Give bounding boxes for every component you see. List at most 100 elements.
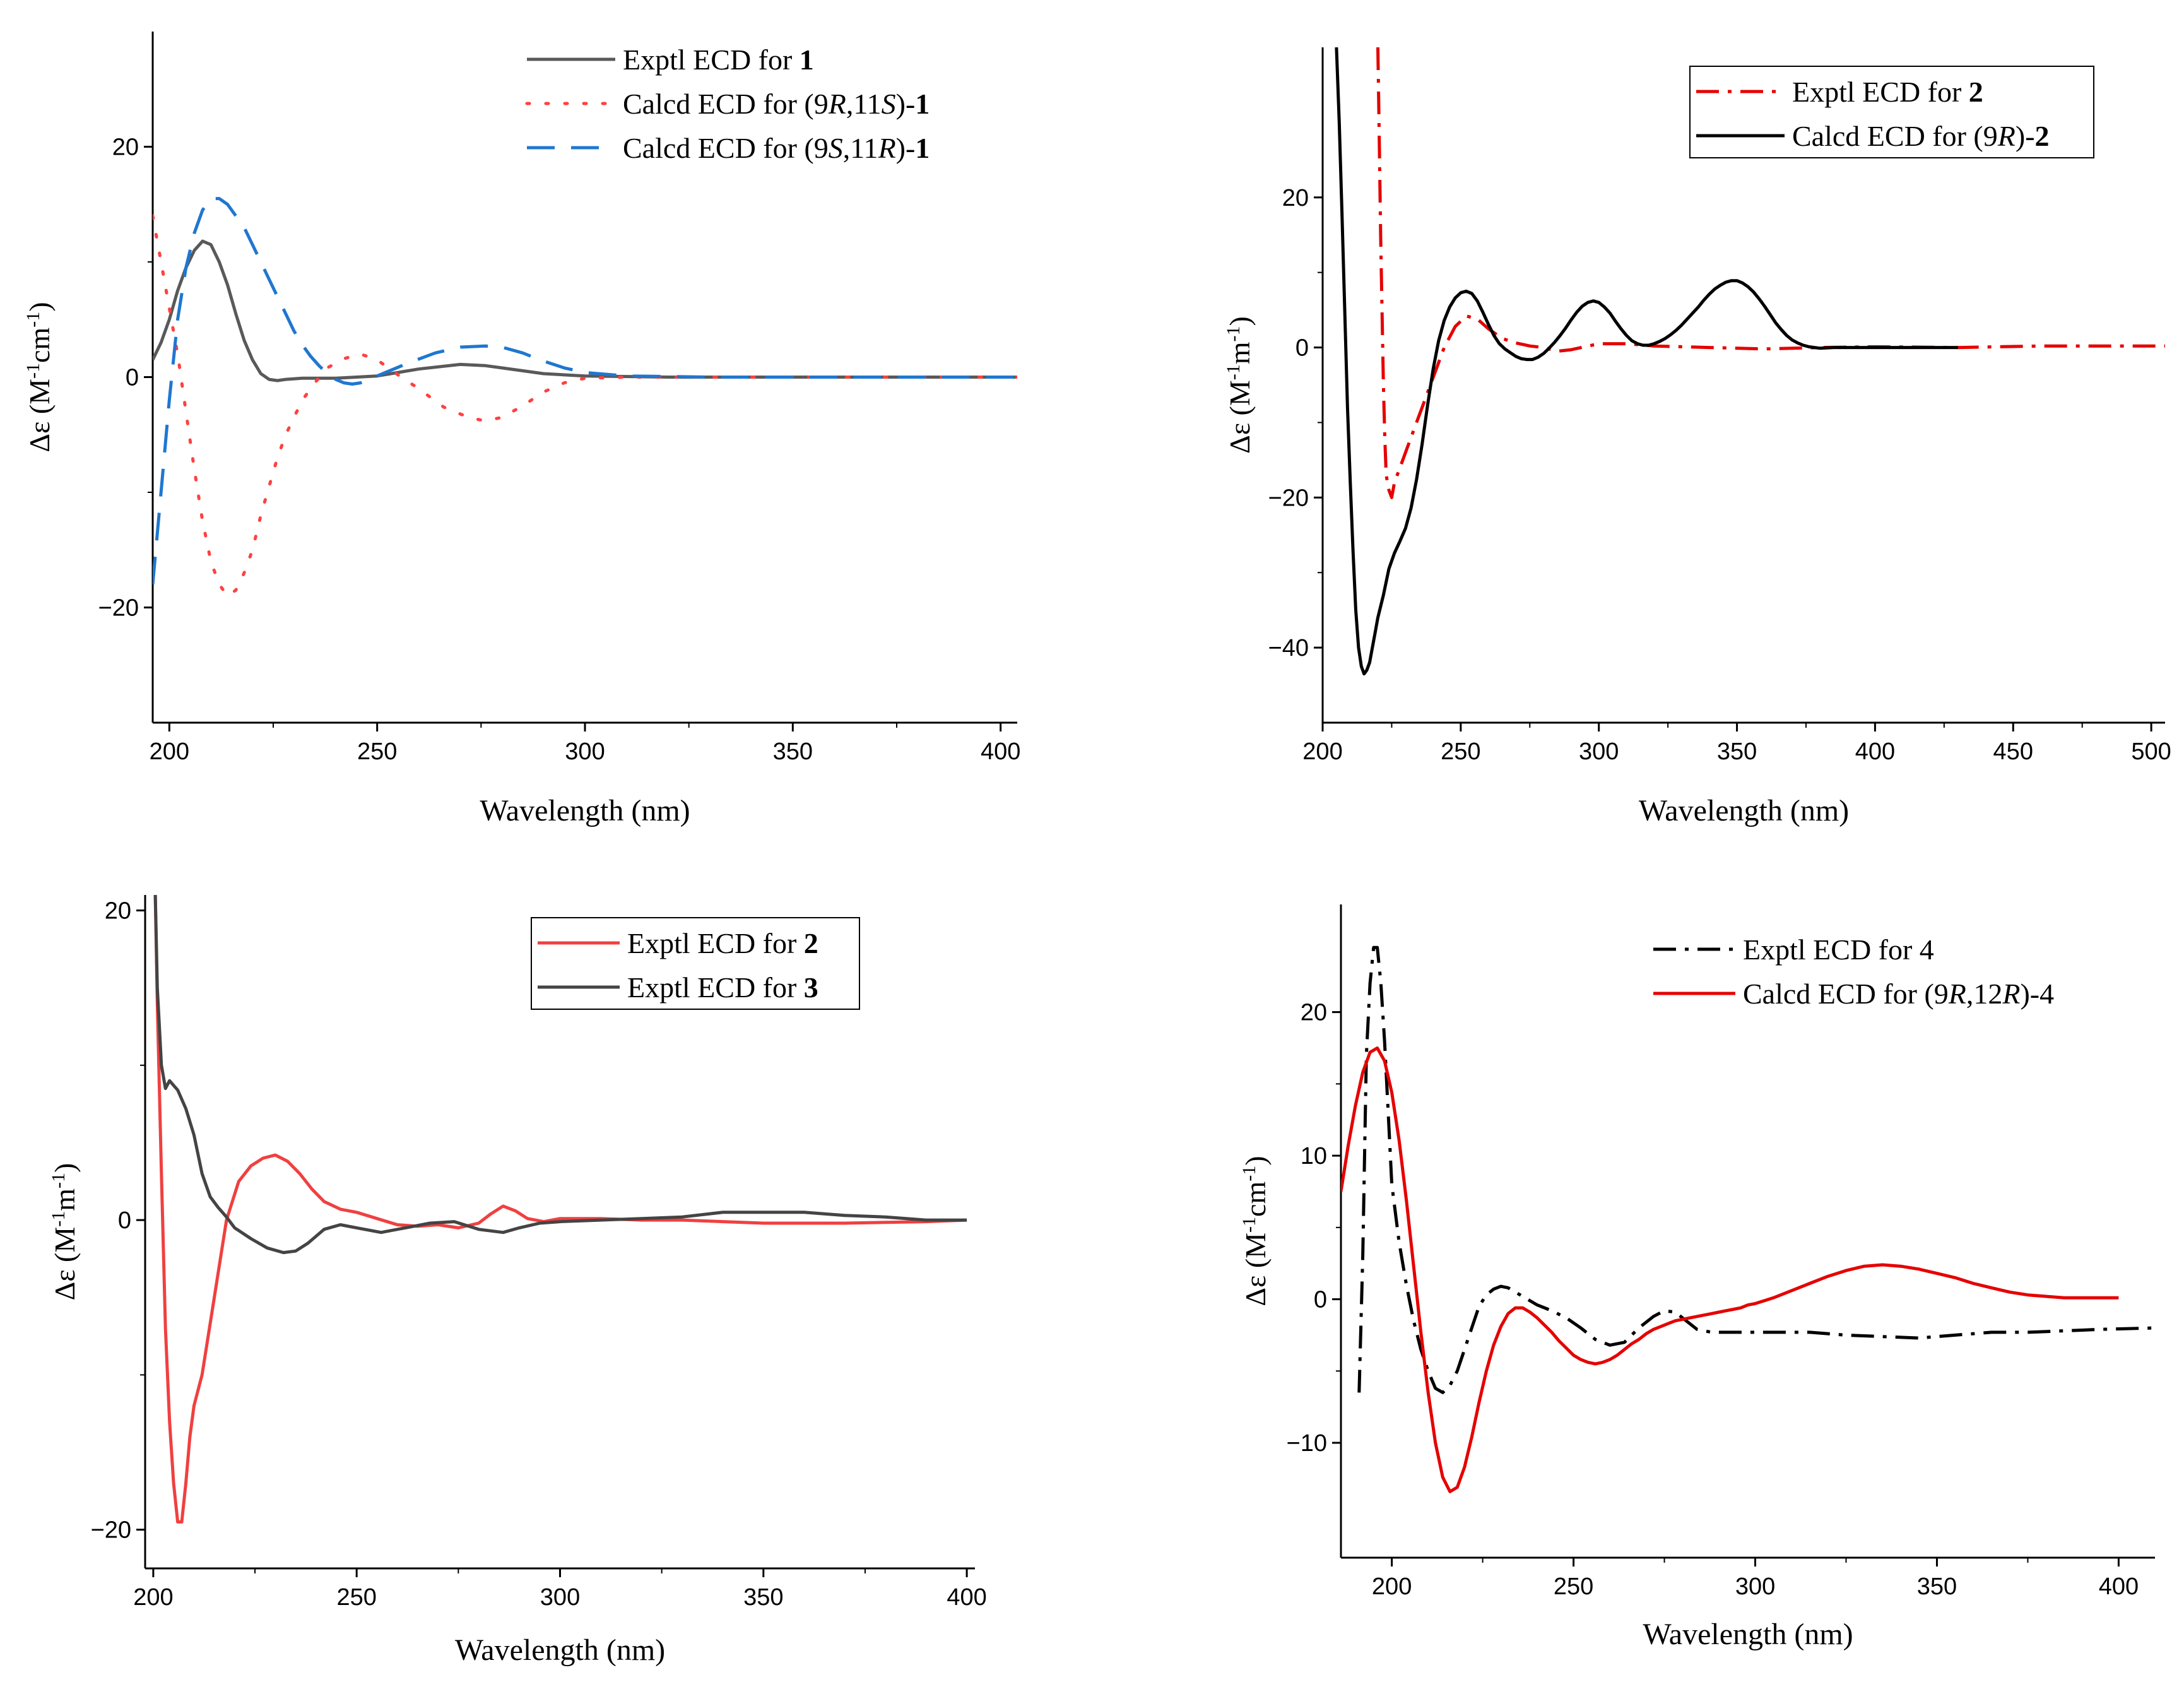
x-tick-label: 250 [1554,1573,1593,1600]
chart-panel-4: 200 250 300 350 400 −10 0 10 20 Wavelength (nm) Δε… [1239,904,2155,1651]
label-part: -1 [48,1211,69,1227]
y-tick-label: 10 [1301,1143,1327,1170]
legend-label: Calcd ECD for (9R,11S)-1 [623,88,930,120]
x-tick-label: 350 [743,1584,783,1611]
label-part: ,12 [1966,978,2003,1010]
label-part: 1 [800,44,814,76]
label-part: R [2002,978,2020,1010]
y-tick-label: 20 [1301,1000,1327,1026]
label-part: -1 [48,1173,69,1188]
x-tick-label: 300 [540,1584,580,1611]
x-tick-label: 350 [1917,1573,1957,1600]
y-axis-label: Δε (M-1cm-1) [23,302,56,452]
x-tick-label: 200 [1302,738,1342,765]
y-tick-label: −20 [98,595,139,622]
y-tick-label: −20 [91,1517,131,1544]
legend: Exptl ECD for 2 Exptl ECD for 3 [531,917,860,1010]
label-part: -1 [1239,1217,1260,1233]
series-line-2 [1341,1046,2119,1493]
x-tick-label: 400 [1855,738,1895,765]
y-tick-label: −40 [1268,635,1309,661]
label-part: Exptl ECD for [623,44,800,76]
series-line-1 [153,239,1017,382]
x-axis-label: Wavelength (nm) [455,1633,665,1667]
label-part: Δε (M [23,379,56,453]
label-part: ) [1224,316,1256,326]
legend-label: Exptl ECD for 4 [1743,933,1934,966]
label-part: m [1224,341,1256,364]
label-part: )- [896,132,916,164]
label-part: Exptl ECD for [627,927,804,959]
x-tick-label: 450 [1993,738,2033,765]
label-part: cm [23,328,56,363]
label-part: m [49,1188,81,1211]
chart-panel-3: 200 250 300 350 400 −20 0 20 Wavelength (nm) Δε (… [48,895,987,1667]
y-tick-label: 0 [126,365,139,391]
legend-label: Exptl ECD for 1 [623,44,814,76]
chart-panel-1: 200 250 300 350 400 −20 0 20 Wavelength (nm) Δε (… [23,32,1020,827]
label-part: Exptl ECD for [627,971,804,1004]
label-part: )- [2016,120,2035,152]
label-part: ,11 [846,88,882,120]
y-tick-label: 0 [118,1207,131,1234]
legend-label: Exptl ECD for 2 [627,927,818,959]
x-tick-label: 250 [357,738,397,765]
chart-panel-2: 200 250 300 350 400 450 500 −40 −20 0 20 Wavelength… [1223,47,2171,827]
label-part: Calcd ECD for (9 [623,88,829,120]
x-axis-label: Wavelength (nm) [480,794,690,827]
label-part: )- [896,88,916,120]
label-part: Calcd ECD for (9 [1743,978,1949,1010]
label-part: cm [1239,1182,1272,1217]
label-part: ) [23,302,56,311]
label-part: R [878,132,896,164]
label-part: 2 [2035,120,2050,152]
label-part: ) [1239,1156,1272,1165]
y-tick-label: 20 [1282,185,1309,211]
x-axis-label: Wavelength (nm) [1643,1618,1853,1651]
x-tick-label: 400 [981,738,1020,765]
x-tick-label: 400 [2099,1573,2139,1600]
x-tick-label: 300 [1735,1573,1775,1600]
label-part: S [882,88,896,120]
series-line-3 [153,197,1017,585]
label-part: 2 [804,927,818,959]
x-tick-label: 500 [2131,738,2171,765]
y-axis-label: Δε (M-1m-1) [48,1163,81,1301]
x-tick-label: 200 [133,1584,173,1611]
label-part: ,11 [843,132,878,164]
label-part: -1 [1223,326,1244,341]
y-axis-label: Δε (M-1cm-1) [1239,1156,1272,1306]
x-tick-label: 200 [1372,1573,1412,1600]
label-part: Exptl ECD for [1792,76,1969,108]
label-part: Calcd ECD for (9 [623,132,829,164]
legend-frame [1689,66,2094,158]
y-tick-label: 0 [1296,335,1309,362]
label-part: R [828,88,846,120]
label-part: Calcd ECD for (9 [1792,120,1998,152]
y-axis-label: Δε (M-1m-1) [1223,316,1256,454]
x-tick-label: 200 [150,738,189,765]
label-part: ) [49,1163,81,1173]
series-line-1 [1357,945,2155,1394]
x-tick-label: 350 [1717,738,1757,765]
series-line-2 [153,895,967,1255]
series-line-2 [153,214,1017,598]
label-part: R [1948,978,1966,1010]
legend-frame [531,917,860,1010]
legend-label: Exptl ECD for 3 [627,971,818,1004]
x-tick-label: 250 [336,1584,376,1611]
legend-label: Calcd ECD for (9S,11R)-1 [623,132,930,164]
label-part: -1 [1223,364,1244,380]
y-tick-label: −20 [1268,485,1309,511]
x-tick-label: 250 [1441,738,1480,765]
label-part: Δε (M [1224,380,1256,454]
label-part: R [1997,120,2016,152]
label-part: 2 [1969,76,1983,108]
label-part: Δε (M [49,1227,81,1301]
label-part: -1 [23,363,44,379]
x-tick-label: 350 [773,738,813,765]
label-part: S [829,132,843,164]
